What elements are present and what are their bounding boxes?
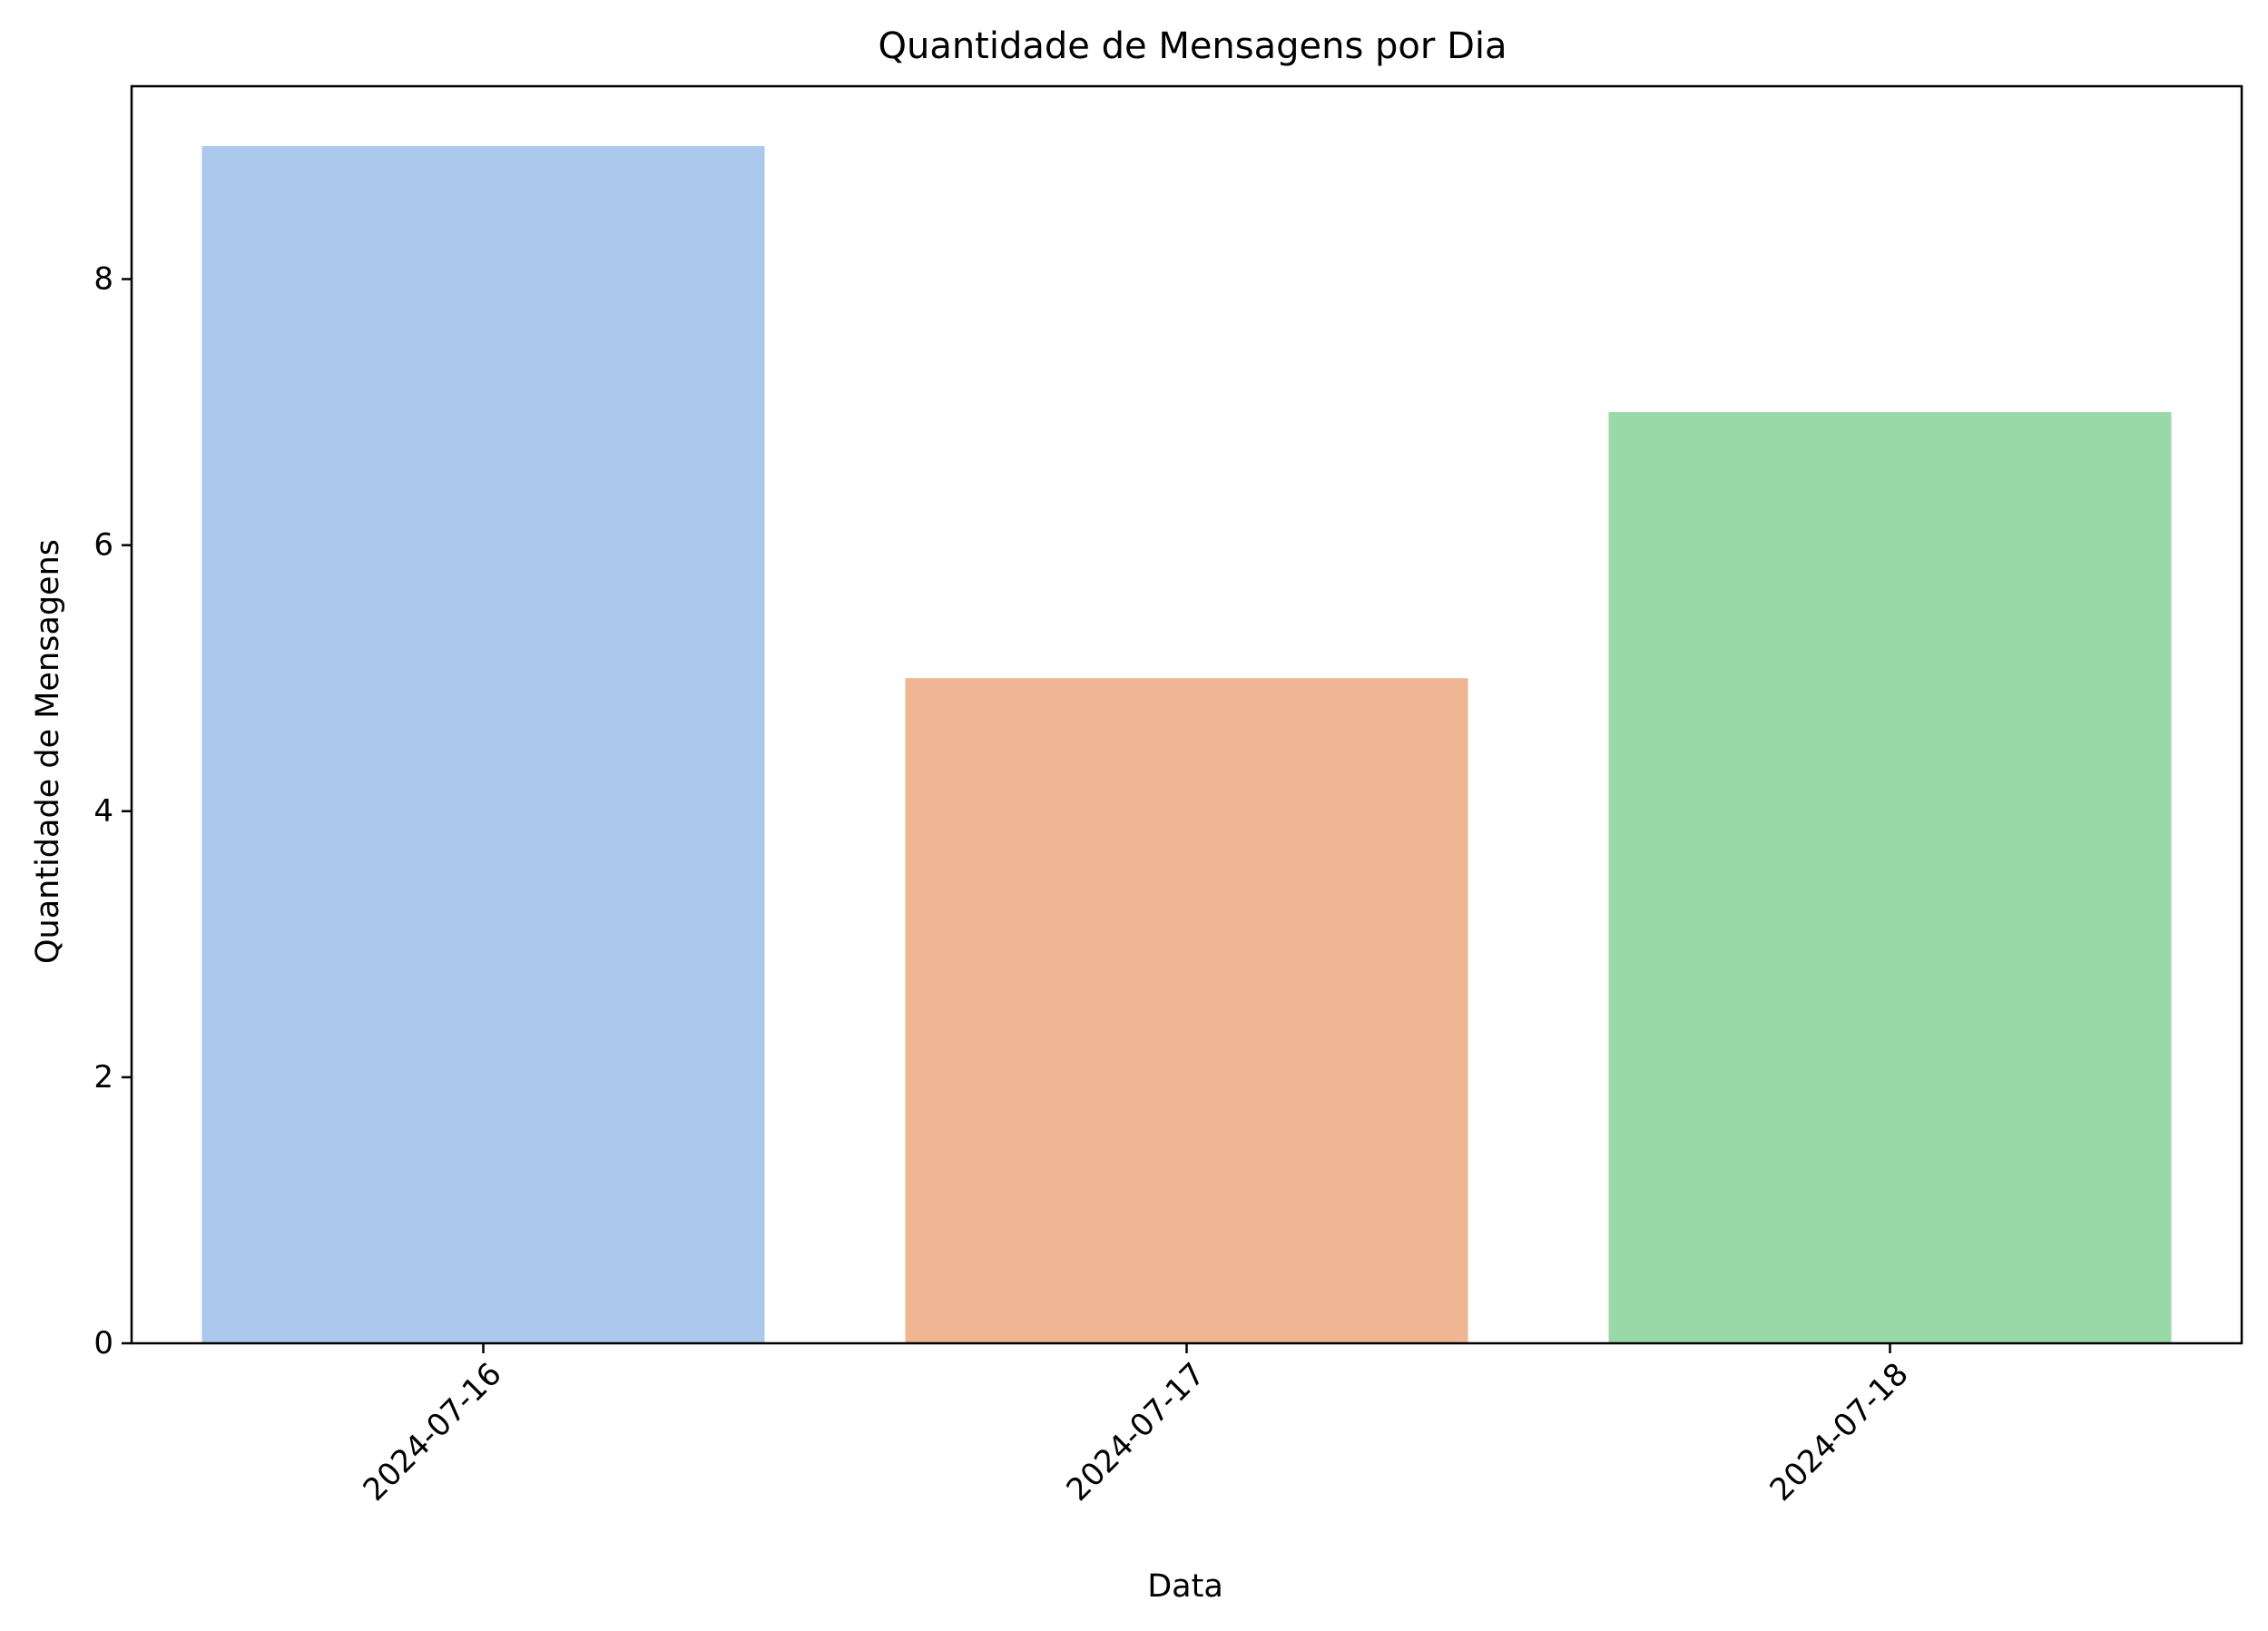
bar-2024-07-17: [905, 678, 1468, 1343]
bars-layer: [201, 145, 2172, 1343]
chart-title: Quantidade de Mensagens por Dia: [878, 25, 1507, 67]
y-axis-ticks: 0 2 4 6 8: [93, 261, 132, 1361]
y-axis-label: Quantidade de Mensagens: [30, 539, 66, 964]
x-axis-label: Data: [1147, 1568, 1223, 1605]
y-tick-label: 2: [93, 1059, 113, 1096]
plot-area-frame: [130, 84, 2243, 1345]
y-tick-label: 6: [93, 527, 113, 564]
bar-2024-07-16: [201, 145, 765, 1343]
y-tick-label: 4: [93, 793, 113, 830]
y-tick-label: 0: [93, 1325, 113, 1361]
y-tick-label: 8: [93, 261, 113, 298]
bar-2024-07-18: [1608, 412, 2172, 1343]
